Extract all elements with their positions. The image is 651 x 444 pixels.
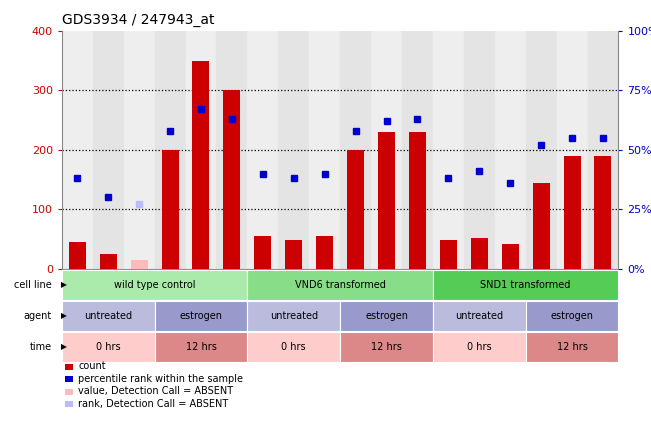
Bar (161, 150, 178, 269)
Text: wild type control: wild type control (114, 280, 195, 289)
Text: SND1 transformed: SND1 transformed (480, 280, 571, 289)
Text: agent: agent (24, 311, 52, 321)
Text: 12 hrs: 12 hrs (186, 342, 216, 352)
Text: estrogen: estrogen (551, 311, 594, 321)
Bar (502, 244, 519, 269)
Text: time: time (30, 342, 52, 352)
Text: estrogen: estrogen (365, 311, 408, 321)
Bar (464, 31, 495, 269)
Bar (124, 31, 154, 269)
Bar (62, 31, 92, 269)
Bar (216, 31, 247, 269)
Bar (247, 31, 278, 269)
Bar (402, 31, 433, 269)
Bar (347, 150, 364, 269)
Bar (100, 254, 117, 269)
Text: value, Detection Call = ABSENT: value, Detection Call = ABSENT (78, 386, 233, 396)
Text: ▶: ▶ (61, 342, 66, 351)
Bar (495, 31, 525, 269)
Text: 12 hrs: 12 hrs (557, 342, 587, 352)
Bar (525, 31, 557, 269)
Bar (154, 31, 186, 269)
Bar (557, 31, 587, 269)
Text: count: count (78, 361, 105, 371)
Bar (131, 260, 148, 269)
Text: 12 hrs: 12 hrs (371, 342, 402, 352)
Text: untreated: untreated (270, 311, 318, 321)
Text: 0 hrs: 0 hrs (467, 342, 492, 352)
Bar (440, 240, 457, 269)
Bar (533, 182, 549, 269)
Bar (471, 238, 488, 269)
Bar (92, 31, 124, 269)
Bar (309, 31, 340, 269)
Bar (594, 156, 611, 269)
Text: untreated: untreated (455, 311, 503, 321)
Text: untreated: untreated (84, 311, 132, 321)
Text: ▶: ▶ (61, 311, 66, 320)
Bar (186, 31, 216, 269)
Bar (69, 242, 86, 269)
Bar (409, 132, 426, 269)
Bar (285, 240, 302, 269)
Text: rank, Detection Call = ABSENT: rank, Detection Call = ABSENT (78, 399, 229, 408)
Bar (223, 91, 240, 269)
Bar (193, 61, 210, 269)
Bar (587, 31, 618, 269)
Text: cell line: cell line (14, 280, 52, 289)
Bar (371, 31, 402, 269)
Bar (316, 236, 333, 269)
Bar (278, 31, 309, 269)
Text: 0 hrs: 0 hrs (281, 342, 306, 352)
Text: GDS3934 / 247943_at: GDS3934 / 247943_at (62, 13, 214, 28)
Text: percentile rank within the sample: percentile rank within the sample (78, 374, 243, 384)
Bar (378, 132, 395, 269)
Bar (564, 156, 581, 269)
Bar (255, 236, 271, 269)
Bar (433, 31, 464, 269)
Bar (340, 31, 371, 269)
Text: VND6 transformed: VND6 transformed (295, 280, 385, 289)
Text: ▶: ▶ (61, 280, 66, 289)
Text: 0 hrs: 0 hrs (96, 342, 120, 352)
Text: estrogen: estrogen (180, 311, 223, 321)
